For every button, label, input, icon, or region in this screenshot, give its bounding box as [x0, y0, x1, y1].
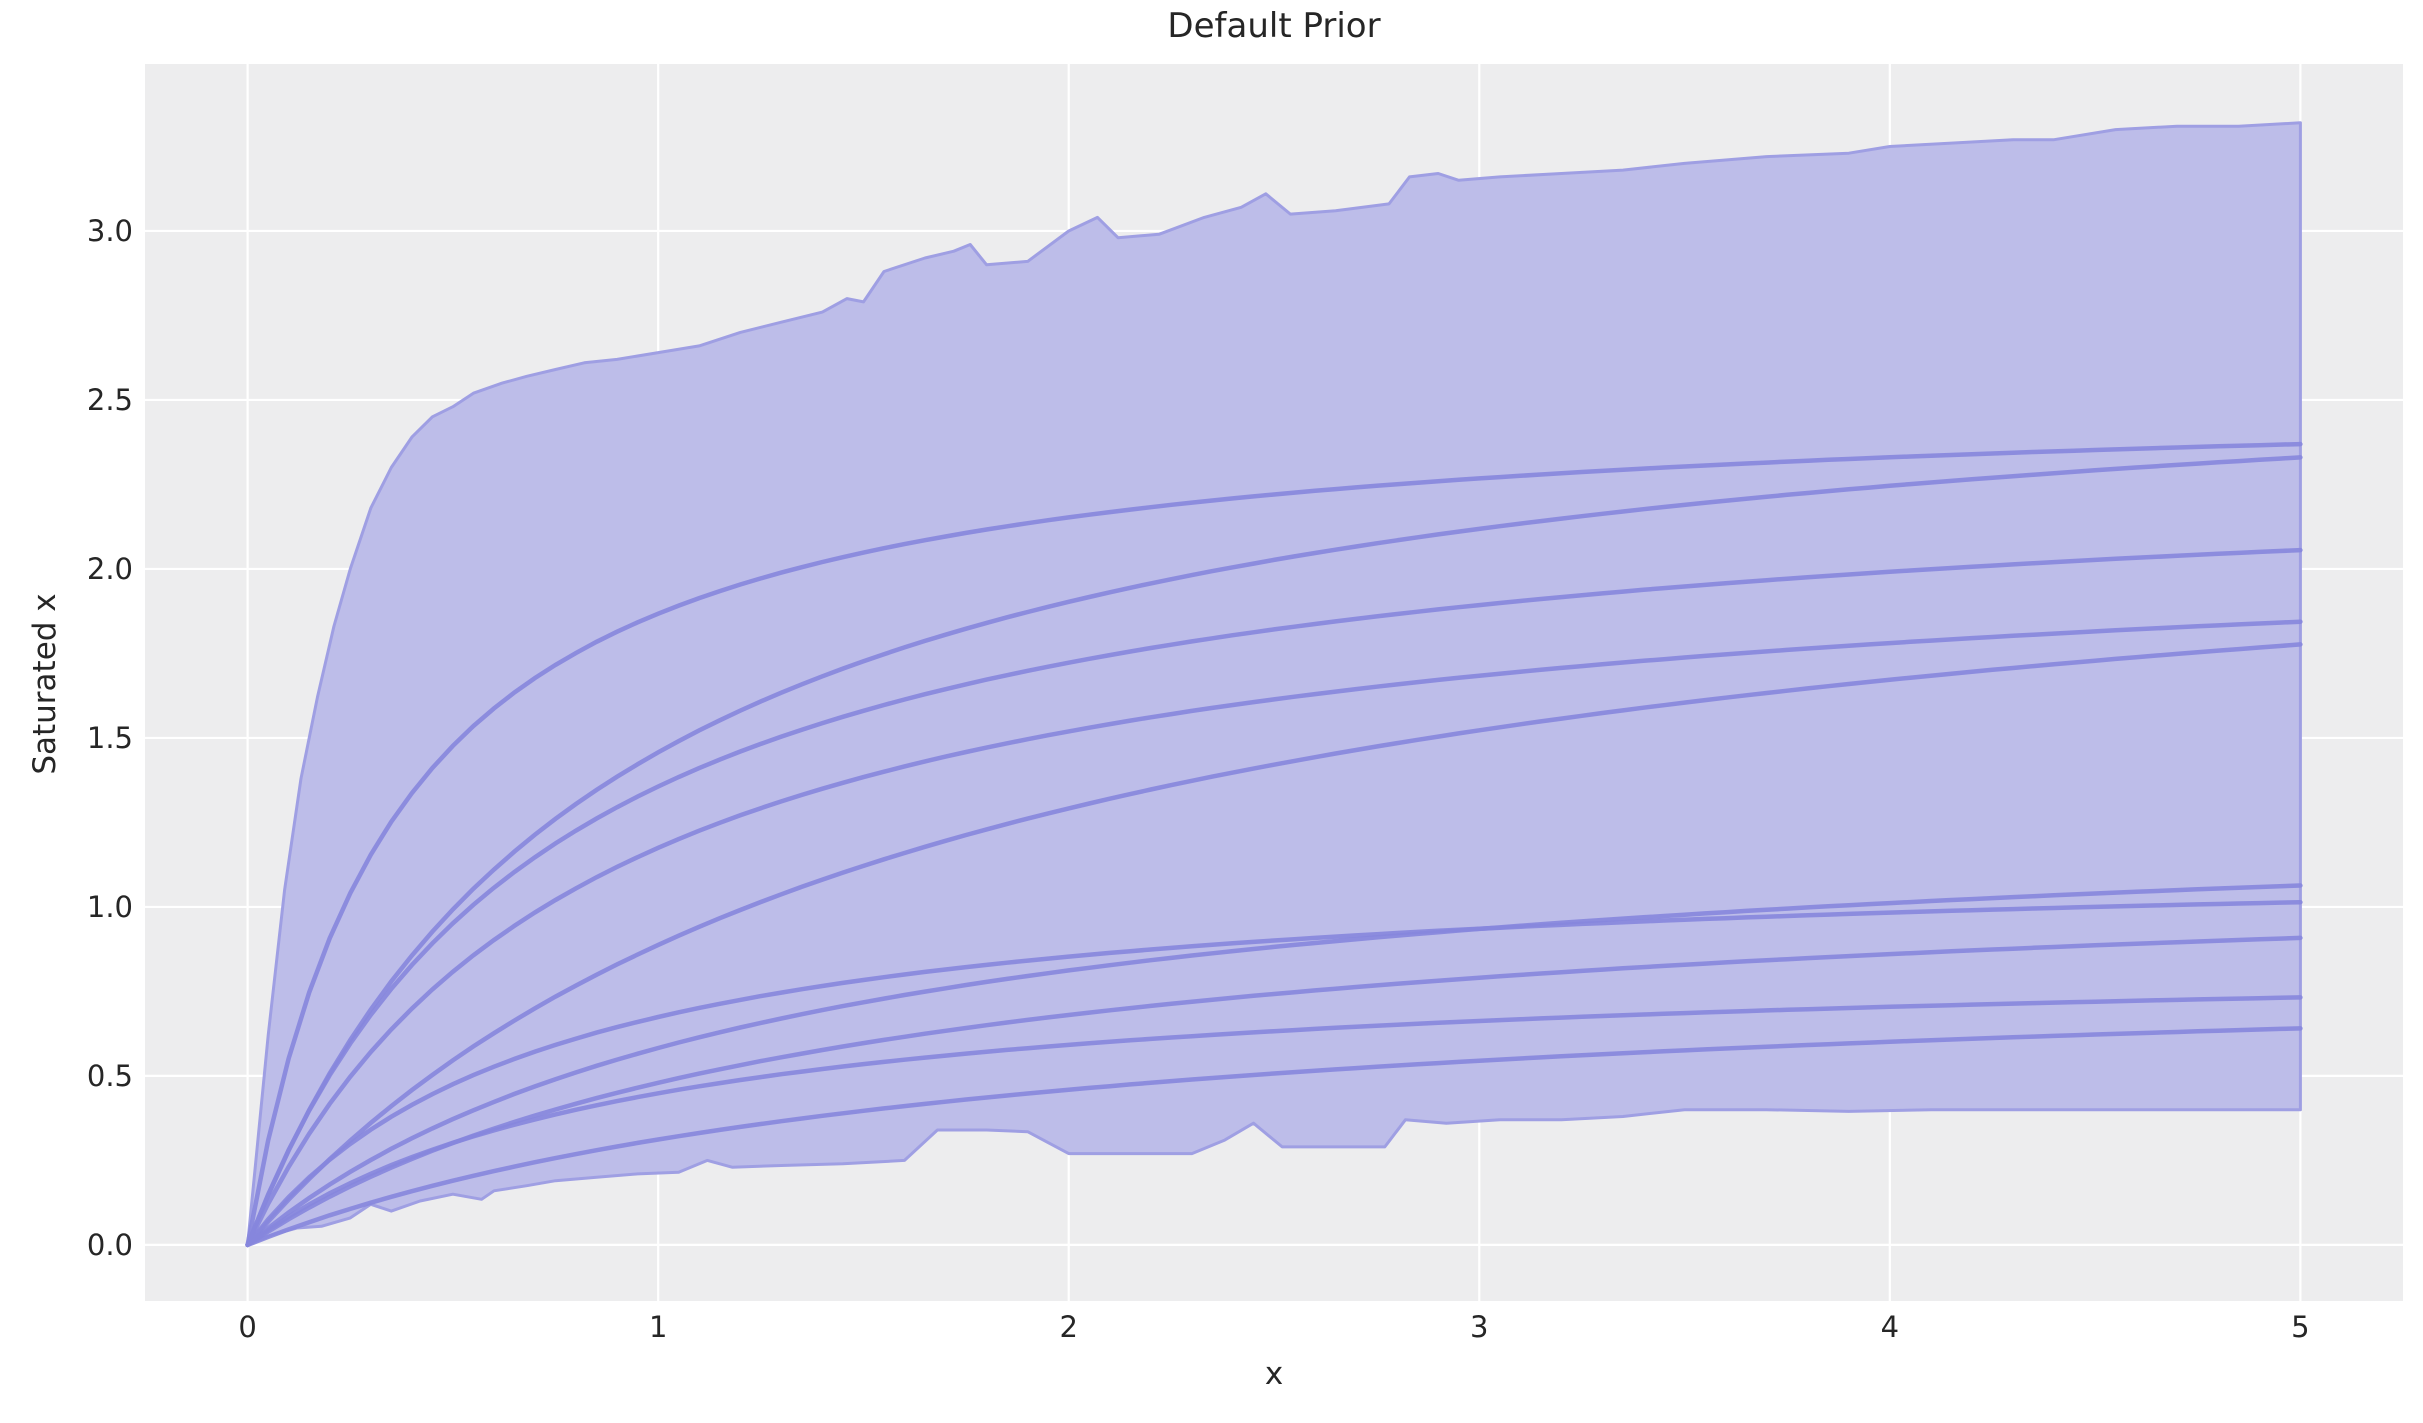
- y-tick-label: 1.5: [86, 720, 133, 755]
- prior-sample-curve: [245, 995, 2303, 1248]
- x-tick-label: 4: [1880, 1310, 1900, 1344]
- prior-sample-curve: [245, 642, 2303, 1248]
- x-tick-label: 1: [648, 1310, 668, 1344]
- chart-title: Default Prior: [1167, 6, 1381, 46]
- y-tick-label: 3.0: [86, 213, 133, 248]
- prior-sample-curve: [245, 455, 2303, 1248]
- prior-sample-curve: [245, 441, 2303, 1248]
- y-tick-label: 2.5: [86, 382, 133, 417]
- x-tick-label: 5: [2291, 1310, 2310, 1344]
- prior-sample-curve: [245, 883, 2303, 1248]
- x-tick-label: 3: [1470, 1310, 1489, 1344]
- prior-band: [246, 121, 2302, 1247]
- prior-sample-curve: [245, 547, 2303, 1248]
- y-tick-label: 0.0: [86, 1227, 133, 1262]
- x-axis-label: x: [1264, 1356, 1284, 1392]
- prior-sample-curve: [245, 935, 2303, 1248]
- x-tick-label: 0: [238, 1310, 257, 1344]
- y-axis-label: Saturated x: [27, 593, 63, 775]
- prior-sample-curve: [245, 619, 2303, 1248]
- prior-sample-curve: [245, 899, 2303, 1248]
- x-tick-label: 2: [1059, 1310, 1078, 1344]
- y-tick-label: 2.0: [86, 551, 133, 586]
- y-tick-label: 0.5: [86, 1058, 133, 1093]
- prior-sample-curve: [245, 1026, 2303, 1248]
- y-tick-label: 1.0: [86, 889, 133, 924]
